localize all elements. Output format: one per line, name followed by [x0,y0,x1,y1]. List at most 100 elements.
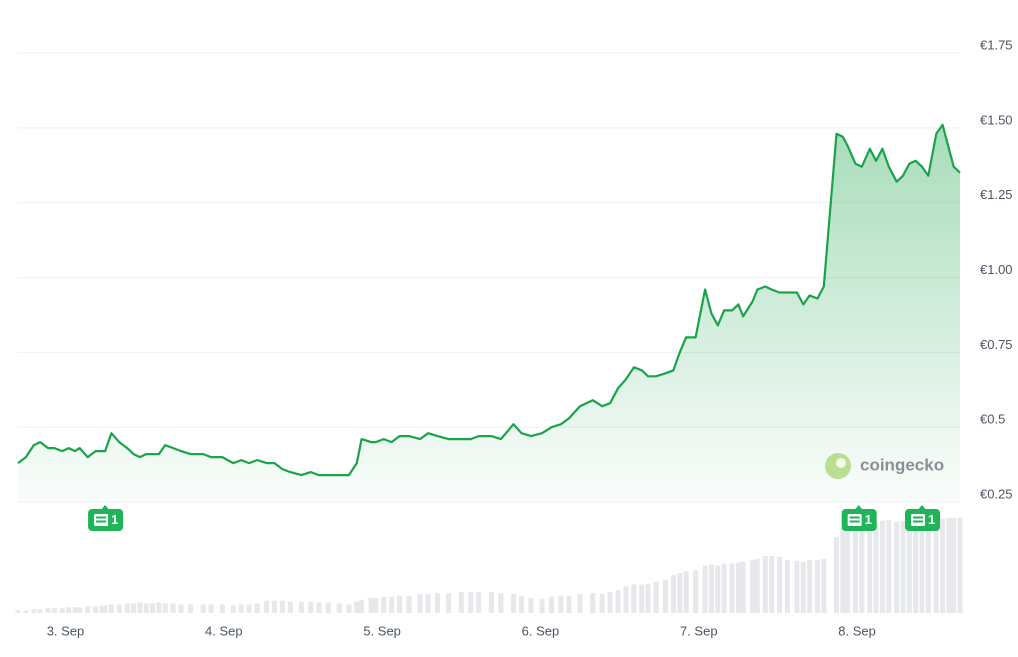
volume-bar [900,520,906,613]
volume-bar [108,604,114,613]
volume-bar [279,600,285,613]
volume-bar [150,603,156,613]
volume-bar [368,597,374,613]
volume-bar [518,595,524,613]
volume-bar [886,519,892,613]
volume-bar [800,561,806,613]
badge-icon [94,514,109,526]
news-badge[interactable]: 1 [88,505,124,531]
news-badge[interactable]: 1 [905,505,941,531]
volume-bar [435,593,441,613]
badge-icon-line [849,520,860,523]
volume-bar [308,601,314,613]
volume-bar [721,563,727,613]
volume-bar [264,600,270,613]
volume-bar [940,518,946,613]
volume-bar [271,600,277,613]
price-line [17,123,961,477]
volume-bar [735,562,741,613]
volume-bar [951,518,957,613]
volume-bar [458,592,464,613]
volume-bar [762,556,768,613]
volume-bar [336,603,342,613]
volume-bar [346,604,352,613]
volume-bar [906,519,912,613]
x-tick-label: 5. Sep [363,623,401,638]
volume-bar [933,519,939,613]
volume-bar [834,537,840,613]
y-tick-label: €0.5 [980,412,1005,427]
y-tick-label: €1.75 [980,37,1013,52]
badge-icon [847,514,862,526]
volume-bar [287,601,293,613]
volume-bar [72,607,78,613]
volume-bar [131,603,137,613]
volume-bar [15,610,21,613]
volume-bar [397,595,403,613]
badge-icon [911,514,926,526]
volume-bar [389,596,395,613]
x-tick-label: 8. Sep [838,623,876,638]
volume-bar [639,584,645,613]
badge-icon-line [849,516,860,519]
volume-bar [230,605,236,613]
volume-bar [246,604,252,613]
volume-bar [116,604,122,613]
volume-bar [406,595,412,613]
volume-bar [200,604,206,613]
volume-bar [102,605,108,613]
volume-bar [137,602,143,613]
volume-bar [59,608,65,613]
volume-bar [919,519,925,613]
volume-bar [631,584,637,613]
volume-bar [815,559,821,613]
volume-bar [476,592,482,613]
badge-icon-line [913,520,924,523]
badge-icon-line [96,516,107,519]
volume-bar [558,595,564,613]
y-tick-label: €1.00 [980,262,1013,277]
volume-bar [468,592,474,613]
badge-count: 1 [111,512,118,527]
y-tick-label: €1.50 [980,112,1013,127]
volume-bar [615,590,621,613]
news-badge[interactable]: 1 [841,505,877,531]
volume-bar [754,558,760,613]
volume-bar [354,601,360,613]
volume-bar [577,594,583,613]
volume-bar [879,520,885,613]
volume-bar [539,598,545,613]
volume-bar [373,597,379,613]
y-tick-label: €0.25 [980,486,1013,501]
volume-bar [178,604,184,613]
volume-bar [549,596,555,613]
volume-bar [845,521,851,613]
volume-bar [446,593,452,613]
volume-bar [254,603,260,613]
badge-icon-line [913,516,924,519]
volume-bar [807,559,813,613]
volume-bar [873,521,879,613]
volume-bar [925,520,931,613]
volume-bar [853,520,859,613]
volume-bar [325,602,331,613]
watermark-logo [825,453,851,479]
volume-bar [693,570,699,613]
volume-bar [77,607,83,613]
volume-bar [566,595,572,613]
volume-bar [913,518,919,613]
volume-bar [794,560,800,613]
volume-bar [729,563,735,613]
volume-bar [653,581,659,613]
volume-bar [750,559,756,613]
volume-bar [859,519,865,613]
volume-bar [663,579,669,613]
volume-bar [599,594,605,613]
badge-icon-line [96,520,107,523]
volume-bar [894,521,900,613]
volume-bar [23,610,29,613]
volume-bar [37,609,43,613]
volume-bar [99,605,105,613]
volume-bar [528,597,534,613]
volume-bar [769,556,775,613]
